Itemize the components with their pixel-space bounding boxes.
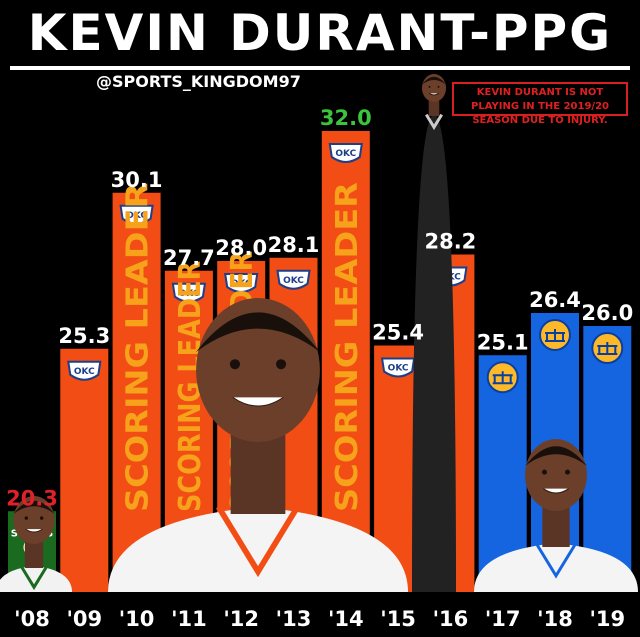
bar-y14	[321, 131, 370, 592]
smile-shape	[25, 528, 43, 533]
collar-trim	[19, 564, 49, 591]
value-label: 28.2	[424, 230, 476, 254]
hair-shape	[525, 446, 587, 466]
bar-y19	[583, 326, 632, 592]
value-label: 25.4	[372, 321, 424, 345]
okc-logo-icon	[67, 360, 102, 381]
year-tick-label: '10	[119, 607, 155, 631]
social-handle: @SPORTS_KINGDOM97	[96, 72, 301, 91]
okc-logo-icon	[119, 204, 154, 225]
bridge-icon	[545, 329, 565, 342]
smile-shape	[428, 92, 440, 96]
year-tick-label: '12	[223, 607, 259, 631]
eye-icon	[40, 516, 44, 520]
year-tick-label: '19	[589, 607, 625, 631]
okc-logo-icon	[224, 273, 259, 293]
value-label: 25.1	[477, 330, 529, 354]
value-label: 28.0	[215, 236, 267, 260]
smile-shape	[543, 488, 569, 494]
eye-icon	[276, 359, 287, 370]
jersey-shape	[0, 565, 72, 592]
year-tick-label: '17	[485, 607, 521, 631]
collar-trim	[534, 542, 578, 579]
neck-shape	[428, 100, 440, 116]
collar-trim	[425, 113, 443, 131]
okc-logo-icon	[380, 357, 416, 378]
scoring-leader-label: SCORING LEADER	[121, 183, 156, 512]
jersey-shape	[412, 114, 456, 592]
okc-logo-text: OKC	[283, 276, 304, 286]
jersey-shape	[474, 543, 638, 592]
value-label: 25.3	[58, 324, 110, 348]
bridge-icon	[492, 371, 513, 385]
bar-y10	[112, 192, 161, 592]
okc-logo-icon	[276, 269, 311, 290]
okc-logo-text: OKC	[74, 367, 95, 377]
player-photo-left	[0, 496, 72, 592]
year-tick-label: '09	[66, 607, 102, 631]
okc-logo-text: OKC	[231, 279, 252, 289]
bar-y09	[60, 348, 109, 592]
okc-logo-icon	[328, 143, 363, 163]
value-label: 30.1	[111, 168, 163, 192]
neck-shape	[542, 507, 570, 547]
year-tick-label: '14	[328, 607, 364, 631]
okc-logo-text: OKC	[126, 211, 147, 221]
smile-shape	[232, 396, 284, 407]
year-tick-label: '15	[380, 607, 416, 631]
eye-icon	[437, 85, 440, 88]
value-label: 26.0	[581, 301, 633, 325]
value-label: 32.0	[320, 106, 372, 130]
eye-icon	[541, 469, 547, 475]
year-tick-label: '13	[276, 607, 312, 631]
neck-shape	[24, 541, 44, 568]
player-photo-right	[474, 439, 638, 592]
injury-note: KEVIN DURANT IS NOT PLAYING IN THE 2019/…	[452, 82, 628, 126]
okc-logo-text: OKC	[335, 149, 356, 159]
year-tick-label: '16	[433, 607, 469, 631]
neck-shape	[230, 434, 286, 514]
page-title: KEVIN DURANT-PPG	[27, 4, 613, 62]
eye-icon	[565, 469, 571, 475]
bridge-icon	[597, 342, 618, 355]
jersey-shape	[108, 506, 408, 592]
title-underline	[10, 66, 630, 70]
okc-logo-text: OKC	[178, 289, 199, 299]
player-photo-small	[412, 74, 456, 592]
eye-icon	[428, 85, 431, 88]
hair-shape	[421, 76, 447, 85]
player-photo-center	[108, 298, 408, 592]
okc-logo-text: OKC	[388, 364, 409, 374]
okc-logo-icon	[171, 282, 207, 303]
year-tick-label: '11	[171, 607, 207, 631]
eye-icon	[24, 516, 28, 520]
scoring-leader-label: SCORING LEADER	[330, 182, 365, 512]
hair-shape	[13, 500, 55, 514]
hair-shape	[196, 312, 320, 352]
year-tick-label: '08	[14, 607, 50, 631]
year-tick-label: '18	[537, 607, 573, 631]
value-label: 27.7	[163, 246, 215, 270]
value-label: 26.4	[529, 288, 581, 312]
eye-icon	[229, 359, 241, 370]
collar-trim	[215, 505, 301, 578]
value-label: 20.3	[6, 486, 58, 510]
value-label: 28.1	[268, 233, 320, 257]
